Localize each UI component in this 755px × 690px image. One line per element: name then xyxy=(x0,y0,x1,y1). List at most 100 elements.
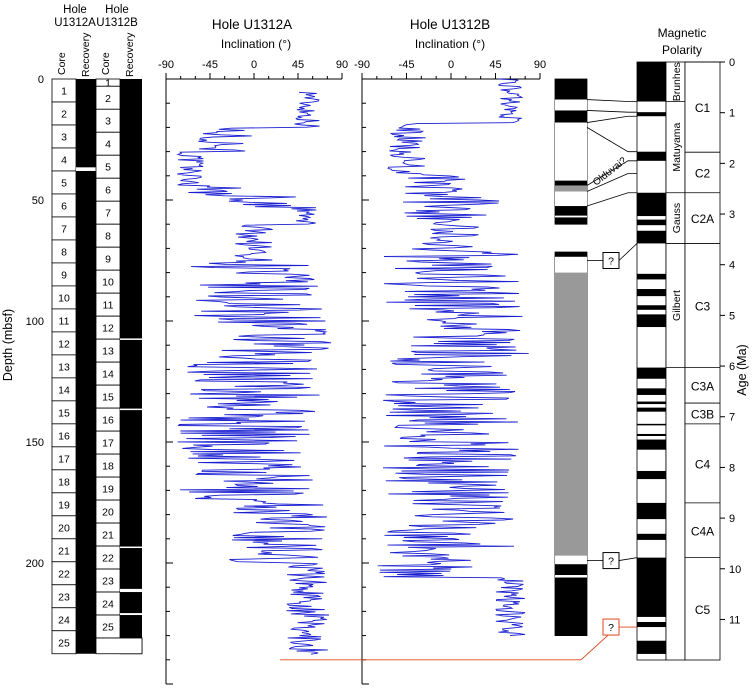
gpts-normal-interval xyxy=(637,470,666,480)
depth-axis-label: Depth (mbsf) xyxy=(1,309,15,381)
gpts-normal-interval xyxy=(637,502,666,520)
holeB-core-label: 12 xyxy=(102,323,114,335)
correlation-tie-line xyxy=(586,110,637,113)
depth-tick-label: 150 xyxy=(26,437,44,449)
holeB-core-label: 19 xyxy=(102,484,114,496)
holeA-core-label: 16 xyxy=(58,430,70,442)
age-axis-label: Age (Ma) xyxy=(735,344,749,395)
age-tick-label: 10 xyxy=(729,564,741,576)
holeB-recovery-gap xyxy=(120,613,142,616)
polarity-interval-normal xyxy=(555,180,587,186)
age-tick-label: 6 xyxy=(729,361,735,373)
age-tick-label: 7 xyxy=(729,412,735,424)
chron-label: C4 xyxy=(695,457,711,471)
polarity-interval-reversed xyxy=(555,127,587,181)
polarity-interval-uncertain xyxy=(555,272,587,556)
holeA-header-line1: Hole xyxy=(63,4,87,16)
plotA-x-tick-label: -90 xyxy=(158,59,174,71)
gpts-normal-interval xyxy=(637,289,666,297)
holeB-header-line1: Hole xyxy=(105,4,129,16)
depth-tick-label: 0 xyxy=(38,74,44,86)
chron-label: C2 xyxy=(695,166,711,180)
question-tie-line xyxy=(618,557,638,561)
question-tie-line xyxy=(618,243,638,261)
age-tick-label: 11 xyxy=(729,614,740,626)
age-tick-label: 0 xyxy=(729,57,735,69)
holeA-core-label: 24 xyxy=(58,614,70,626)
chron-label: C3A xyxy=(691,379,714,393)
plotA-x-tick-label: 45 xyxy=(292,59,304,71)
holeB-core-label: 1 xyxy=(105,78,111,90)
polarity-interval-normal xyxy=(555,252,587,257)
chron-column-frame xyxy=(684,61,721,661)
epoch-label: Matuyama xyxy=(671,122,683,171)
chron-label: C1 xyxy=(695,101,711,115)
plotB-x-tick-label: -45 xyxy=(399,59,415,71)
correlation-tie-line xyxy=(586,115,637,123)
polarity-header-line2: Polarity xyxy=(662,43,702,57)
question-tie-line xyxy=(280,626,637,661)
age-tick-label: 9 xyxy=(729,513,735,525)
holeB-recovery-gap xyxy=(120,546,142,549)
plotA-title: Hole U1312A xyxy=(212,17,292,32)
holeA-core-label: 4 xyxy=(61,154,67,166)
polarity-interval-normal xyxy=(555,110,587,123)
holeB-core-label: 13 xyxy=(102,346,114,358)
gpts-normal-interval xyxy=(637,407,666,412)
gpts-normal-interval xyxy=(637,62,666,102)
polarity-interval-normal xyxy=(555,577,587,636)
plotB-inclination-series xyxy=(377,78,529,636)
gpts-normal-interval xyxy=(637,439,666,450)
holeA-core-label: 10 xyxy=(58,292,70,304)
plotB-xlabel: Inclination (°) xyxy=(415,37,485,51)
holeA-recovery-gap xyxy=(76,167,96,171)
gpts-normal-interval xyxy=(637,230,666,244)
polarity-interval-reversed xyxy=(555,191,587,207)
polarity-interval-reversed xyxy=(555,215,587,218)
chron-label: C3B xyxy=(691,407,714,421)
holeB-core-label: 23 xyxy=(102,576,114,588)
question-box xyxy=(602,552,620,570)
question-box xyxy=(602,618,620,636)
holeA-core-label: 8 xyxy=(61,246,67,258)
polarity-header-line1: Magnetic xyxy=(658,26,707,40)
chron-label: C2A xyxy=(691,212,714,226)
correlation-tie-line xyxy=(586,99,637,102)
gpts-normal-interval xyxy=(637,273,666,280)
polarity-interval-normal xyxy=(555,564,587,576)
holeA-core-label: 22 xyxy=(58,568,70,580)
correlation-tie-line xyxy=(586,160,637,186)
holeA-core-label: 14 xyxy=(58,384,70,396)
holeA-header-line2: U1312A xyxy=(54,17,96,29)
holeA-core-label: 11 xyxy=(59,315,70,327)
chron-label: C3 xyxy=(695,300,711,314)
holeB-core-label: Core xyxy=(100,52,112,75)
gpts-normal-interval xyxy=(637,192,666,217)
epoch-label: Gilbert xyxy=(671,290,683,321)
holeB-core-label: 15 xyxy=(102,392,114,404)
polarity-interval-reversed xyxy=(555,122,587,128)
polarity-interval-normal xyxy=(555,206,587,216)
holeB-empty-box xyxy=(95,637,143,655)
gpts-normal-interval xyxy=(637,401,666,405)
holeB-core-label: 9 xyxy=(105,254,111,266)
holeB-core-label: 16 xyxy=(102,415,114,427)
holeA-core-label: 12 xyxy=(58,338,70,350)
holeA-core-label: 21 xyxy=(58,545,70,557)
holeB-core-label: 14 xyxy=(102,369,114,381)
holeA-core-label: 20 xyxy=(58,522,70,534)
holeA-core-label: 19 xyxy=(58,499,70,511)
gpts-normal-interval xyxy=(637,305,666,310)
holeB-core-label: 25 xyxy=(102,622,114,634)
age-tick-label: 2 xyxy=(729,158,735,170)
polarity-interval-reversed xyxy=(555,256,587,273)
age-tick-label: 3 xyxy=(729,209,735,221)
age-tick-label: 5 xyxy=(729,310,735,322)
holeA-recovery-label: Recovery xyxy=(80,32,92,77)
polarity-interval-reversed xyxy=(555,575,587,578)
holeB-core-label: 5 xyxy=(105,162,111,174)
depth-tick-label: 50 xyxy=(32,195,44,207)
gpts-normal-interval xyxy=(637,557,666,617)
holeA-core-label: 6 xyxy=(61,200,67,212)
holeB-core-label: 20 xyxy=(102,507,114,519)
